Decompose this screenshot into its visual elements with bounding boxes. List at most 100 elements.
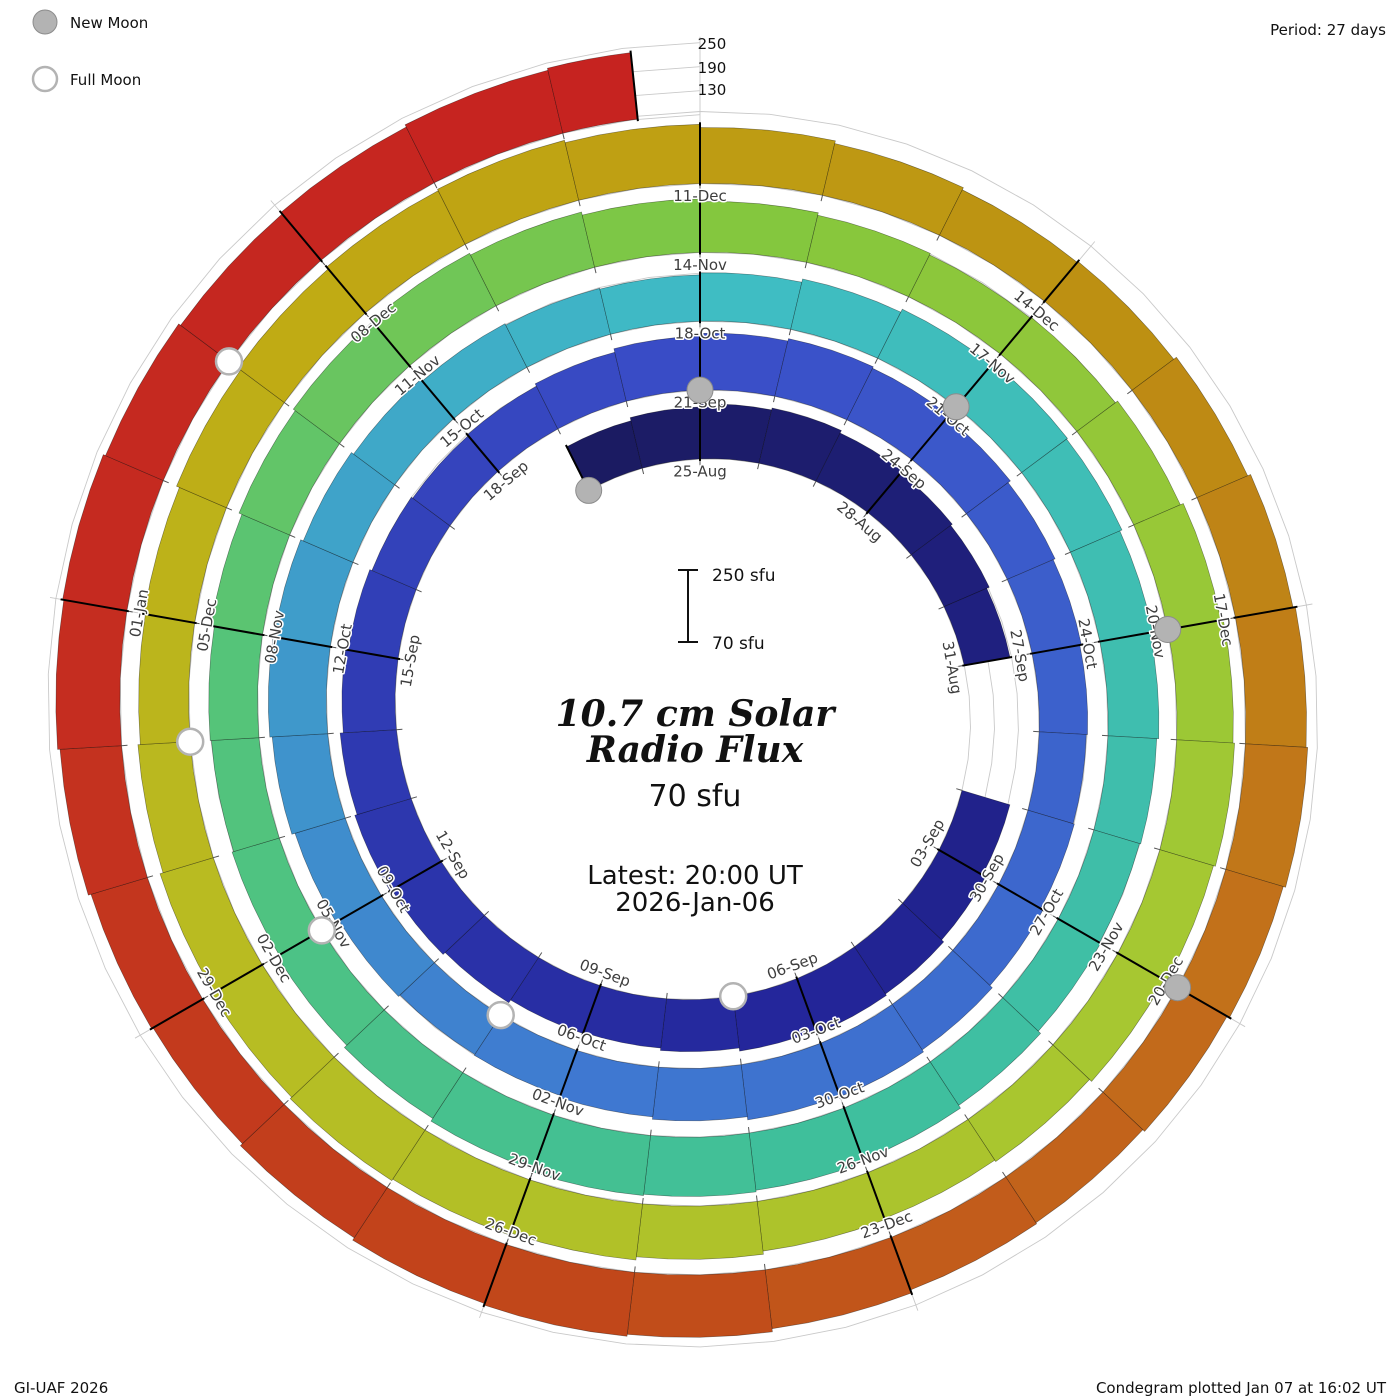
flux-segment <box>967 1044 1090 1163</box>
daily-tick <box>888 999 893 1005</box>
daily-tick <box>1022 808 1029 811</box>
scale-bar-top-label: 250 sfu <box>712 566 775 586</box>
flux-segment <box>854 902 945 995</box>
new-moon-marker <box>942 393 970 421</box>
flux-segment <box>343 1009 464 1119</box>
segment-boundary-tick <box>270 635 333 649</box>
flux-segment <box>790 278 902 359</box>
chart-title-line1: 10.7 cm Solar <box>556 693 838 735</box>
segment-boundary-tick <box>1030 643 1084 655</box>
flux-segment <box>534 351 627 430</box>
flux-segment <box>176 369 285 509</box>
daily-tick <box>464 244 469 250</box>
flux-segment <box>505 287 611 368</box>
segment-boundary-tick <box>60 598 129 613</box>
daily-tick <box>339 443 345 448</box>
segment-boundary-tick <box>465 432 501 474</box>
radial-axis-label-130: 130 <box>698 81 727 99</box>
daily-tick <box>594 267 597 274</box>
full-moon-marker <box>214 347 244 376</box>
legend-full-moon-label: Full Moon <box>70 71 141 89</box>
flux-segment <box>806 214 931 298</box>
flux-segment <box>891 949 993 1051</box>
daily-tick <box>526 367 531 373</box>
date-label: 14-Nov <box>673 256 727 274</box>
segment-boundary-tick <box>209 624 265 637</box>
daily-tick <box>764 1263 766 1270</box>
flux-segment <box>159 857 263 994</box>
daily-tick <box>1088 827 1095 831</box>
scale-bar-bottom-label: 70 sfu <box>712 634 765 654</box>
daily-tick <box>578 200 581 207</box>
daily-tick <box>905 296 910 303</box>
segment-boundary-tick <box>581 983 602 1036</box>
daily-tick <box>1128 524 1135 528</box>
daily-tick <box>964 1114 969 1120</box>
daily-tick <box>433 182 438 189</box>
flux-segment <box>1021 438 1123 553</box>
segment-boundary-tick <box>1042 259 1081 304</box>
daily-tick <box>897 898 903 904</box>
full-moon-marker <box>307 916 337 945</box>
flux-segment <box>643 1132 757 1197</box>
segment-boundary-tick <box>1056 917 1103 946</box>
daily-tick <box>410 796 418 799</box>
daily-tick <box>283 1099 289 1105</box>
daily-tick <box>1153 847 1161 851</box>
daily-tick <box>383 1005 389 1011</box>
daily-tick <box>1001 578 1008 583</box>
flux-segment <box>1102 987 1228 1132</box>
flux-segment <box>732 978 817 1052</box>
flux-segment <box>699 201 819 263</box>
flux-segment <box>137 741 214 874</box>
flux-segment <box>326 190 466 314</box>
daily-tick <box>874 357 879 364</box>
daily-tick <box>289 534 296 538</box>
flux-segment <box>271 733 346 835</box>
daily-tick <box>850 941 855 948</box>
daily-tick <box>956 788 963 791</box>
full-moon-marker <box>718 982 748 1011</box>
flux-segment <box>239 1103 388 1239</box>
flux-segment <box>352 1187 507 1304</box>
flux-segment <box>90 877 204 1030</box>
flux-segment <box>910 524 990 608</box>
flux-segment <box>629 406 701 469</box>
radial-axis-label-250: 250 <box>698 35 727 53</box>
flux-segment <box>1002 918 1102 1032</box>
full-moon-marker <box>486 1000 515 1030</box>
flux-segment <box>470 211 595 307</box>
flux-segment <box>635 1201 764 1260</box>
segment-boundary-tick <box>865 468 905 515</box>
segment-boundary-tick <box>1233 605 1298 619</box>
daily-tick <box>998 993 1004 999</box>
daily-tick <box>804 262 808 269</box>
daily-tick <box>386 1182 391 1188</box>
flux-segment <box>294 817 382 923</box>
flux-segment <box>208 626 263 741</box>
flux-segment <box>740 1042 840 1121</box>
flux-segment <box>1052 952 1165 1082</box>
date-label: 25-Aug <box>673 462 726 480</box>
segment-boundary-tick <box>418 377 456 421</box>
segment-boundary-tick <box>889 1235 914 1296</box>
flux-segment <box>399 962 502 1055</box>
daily-tick <box>936 234 940 241</box>
daily-tick <box>658 1061 660 1068</box>
segment-boundary-tick <box>343 648 401 661</box>
daily-tick <box>1048 1040 1054 1046</box>
flux-segment <box>626 1269 773 1338</box>
segment-boundary-tick <box>558 1048 579 1100</box>
segment-boundary-tick <box>866 1170 887 1222</box>
flux-segment <box>532 1114 651 1196</box>
flux-segment <box>1031 644 1088 735</box>
daily-tick <box>433 958 440 964</box>
flux-segment <box>774 338 874 421</box>
segment-boundary-tick <box>909 413 951 462</box>
flux-segment <box>341 649 399 734</box>
moon-marker-layer <box>175 347 1192 1030</box>
segment-boundary-tick <box>324 264 368 316</box>
flux-scale-bar <box>678 569 698 643</box>
